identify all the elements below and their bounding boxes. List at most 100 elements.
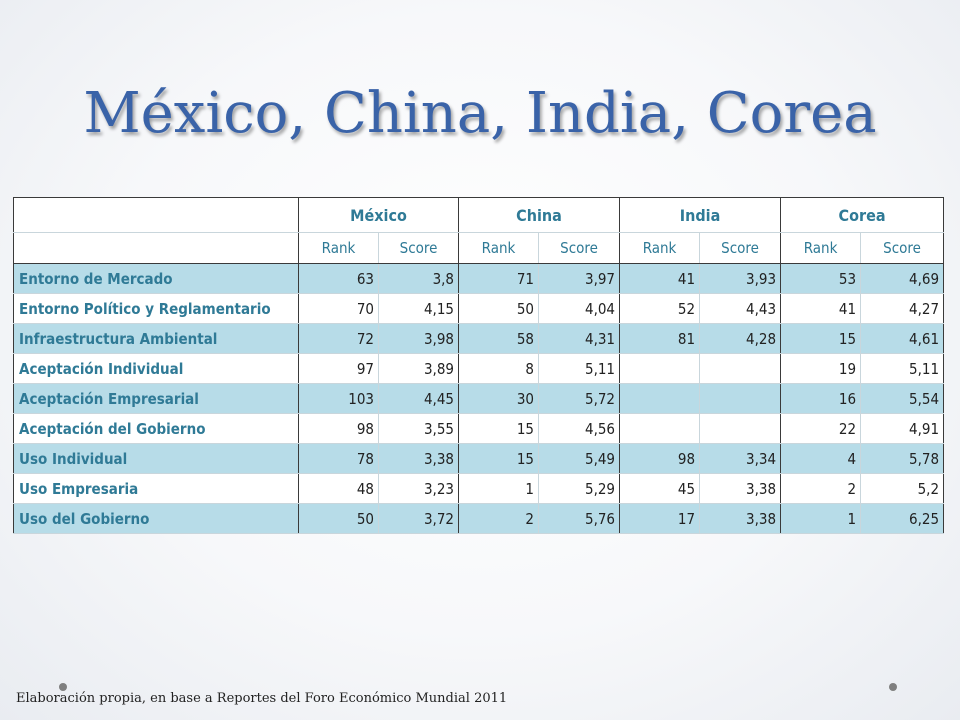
score-cell: 5,78: [860, 443, 944, 474]
subheader-score: Score: [538, 232, 621, 264]
rank-cell: 98: [298, 413, 379, 444]
score-cell: 3,34: [699, 443, 782, 474]
subheader-row: Rank Score Rank Score Rank Score Rank Sc…: [13, 232, 944, 264]
slide-title: México, China, India, Corea: [83, 81, 877, 146]
rank-cell: 50: [298, 503, 379, 534]
row-label: Aceptación del Gobierno: [13, 413, 299, 444]
rank-cell: 15: [458, 413, 540, 444]
score-cell: 4,56: [538, 413, 621, 444]
rank-cell: 4: [780, 443, 862, 474]
rank-cell: 17: [619, 503, 701, 534]
score-cell: 4,04: [538, 293, 621, 324]
rank-cell: 1: [780, 503, 862, 534]
country-header-china: China: [458, 197, 621, 233]
table-row: Uso Individual 78 3,38 15 5,49 98 3,34 4 5,78: [13, 443, 944, 474]
table-row: Aceptación Empresarial 103 4,45 30 5,72 16 5,5…: [13, 383, 944, 414]
row-label: Uso Individual: [13, 443, 299, 474]
table-row: Uso del Gobierno 50 3,72 2 5,76 17 3,38 1 6,25: [13, 503, 944, 534]
rank-cell: 1: [458, 473, 540, 504]
row-label: Aceptación Individual: [13, 353, 299, 384]
score-cell: 3,97: [538, 263, 621, 294]
subheader-blank-cell: [13, 232, 299, 264]
subheader-score: Score: [699, 232, 782, 264]
table-row: Aceptación Individual 97 3,89 8 5,11 19 5,11: [13, 353, 944, 384]
rank-cell: 2: [458, 503, 540, 534]
rank-cell: [619, 383, 701, 414]
rank-cell: 41: [619, 263, 701, 294]
row-label: Entorno Político y Reglamentario: [13, 293, 299, 324]
row-label: Uso del Gobierno: [13, 503, 299, 534]
rank-cell: 16: [780, 383, 862, 414]
rank-cell: 50: [458, 293, 540, 324]
rank-cell: 45: [619, 473, 701, 504]
score-cell: 5,11: [860, 353, 944, 384]
comparison-table: México China India Corea Rank Score Rank…: [13, 197, 945, 534]
score-cell: 4,28: [699, 323, 782, 354]
country-header-row: México China India Corea: [13, 197, 944, 233]
rank-cell: 58: [458, 323, 540, 354]
rank-cell: 78: [298, 443, 379, 474]
score-cell: [699, 383, 782, 414]
row-label: Aceptación Empresarial: [13, 383, 299, 414]
score-cell: 4,43: [699, 293, 782, 324]
score-cell: 4,45: [378, 383, 460, 414]
score-cell: 5,54: [860, 383, 944, 414]
score-cell: [699, 353, 782, 384]
rank-cell: 8: [458, 353, 540, 384]
score-cell: 5,76: [538, 503, 621, 534]
rank-cell: 15: [458, 443, 540, 474]
subheader-score: Score: [378, 232, 460, 264]
rank-cell: 2: [780, 473, 862, 504]
score-cell: 5,49: [538, 443, 621, 474]
subheader-rank: Rank: [298, 232, 379, 264]
score-cell: 3,98: [378, 323, 460, 354]
score-cell: 5,2: [860, 473, 944, 504]
score-cell: 4,15: [378, 293, 460, 324]
row-label: Uso Empresaria: [13, 473, 299, 504]
rank-cell: 41: [780, 293, 862, 324]
rank-cell: 53: [780, 263, 862, 294]
rank-cell: 63: [298, 263, 379, 294]
rank-cell: [619, 413, 701, 444]
country-header-corea: Corea: [780, 197, 944, 233]
score-cell: 3,72: [378, 503, 460, 534]
table-row: Uso Empresaria 48 3,23 1 5,29 45 3,38 2 5,2: [13, 473, 944, 504]
score-cell: 3,38: [699, 503, 782, 534]
rank-cell: 103: [298, 383, 379, 414]
score-cell: 4,69: [860, 263, 944, 294]
country-header-india: India: [619, 197, 782, 233]
score-cell: 3,38: [699, 473, 782, 504]
score-cell: 3,93: [699, 263, 782, 294]
rank-cell: 19: [780, 353, 862, 384]
score-cell: 4,31: [538, 323, 621, 354]
score-cell: 3,89: [378, 353, 460, 384]
score-cell: 4,27: [860, 293, 944, 324]
score-cell: 4,61: [860, 323, 944, 354]
score-cell: 3,8: [378, 263, 460, 294]
rank-cell: 52: [619, 293, 701, 324]
subheader-rank: Rank: [458, 232, 540, 264]
rank-cell: 71: [458, 263, 540, 294]
score-cell: 3,55: [378, 413, 460, 444]
decorative-dot-right: [889, 683, 897, 691]
rank-cell: 22: [780, 413, 862, 444]
score-cell: 3,23: [378, 473, 460, 504]
rank-cell: 98: [619, 443, 701, 474]
rank-cell: 97: [298, 353, 379, 384]
table-row: Entorno Político y Reglamentario 70 4,15 50…: [13, 293, 944, 324]
score-cell: 4,91: [860, 413, 944, 444]
score-cell: 5,11: [538, 353, 621, 384]
rank-cell: 15: [780, 323, 862, 354]
score-cell: 5,72: [538, 383, 621, 414]
country-header-mexico: México: [298, 197, 460, 233]
score-cell: 3,38: [378, 443, 460, 474]
data-table: México China India Corea Rank Score Rank…: [13, 197, 945, 534]
score-cell: [699, 413, 782, 444]
decorative-dot-left: [59, 683, 67, 691]
score-cell: 6,25: [860, 503, 944, 534]
rank-cell: 72: [298, 323, 379, 354]
rank-cell: 48: [298, 473, 379, 504]
table-row: Infraestructura Ambiental 72 3,98 58 4,31 81 4…: [13, 323, 944, 354]
row-label: Infraestructura Ambiental: [13, 323, 299, 354]
rank-cell: 81: [619, 323, 701, 354]
